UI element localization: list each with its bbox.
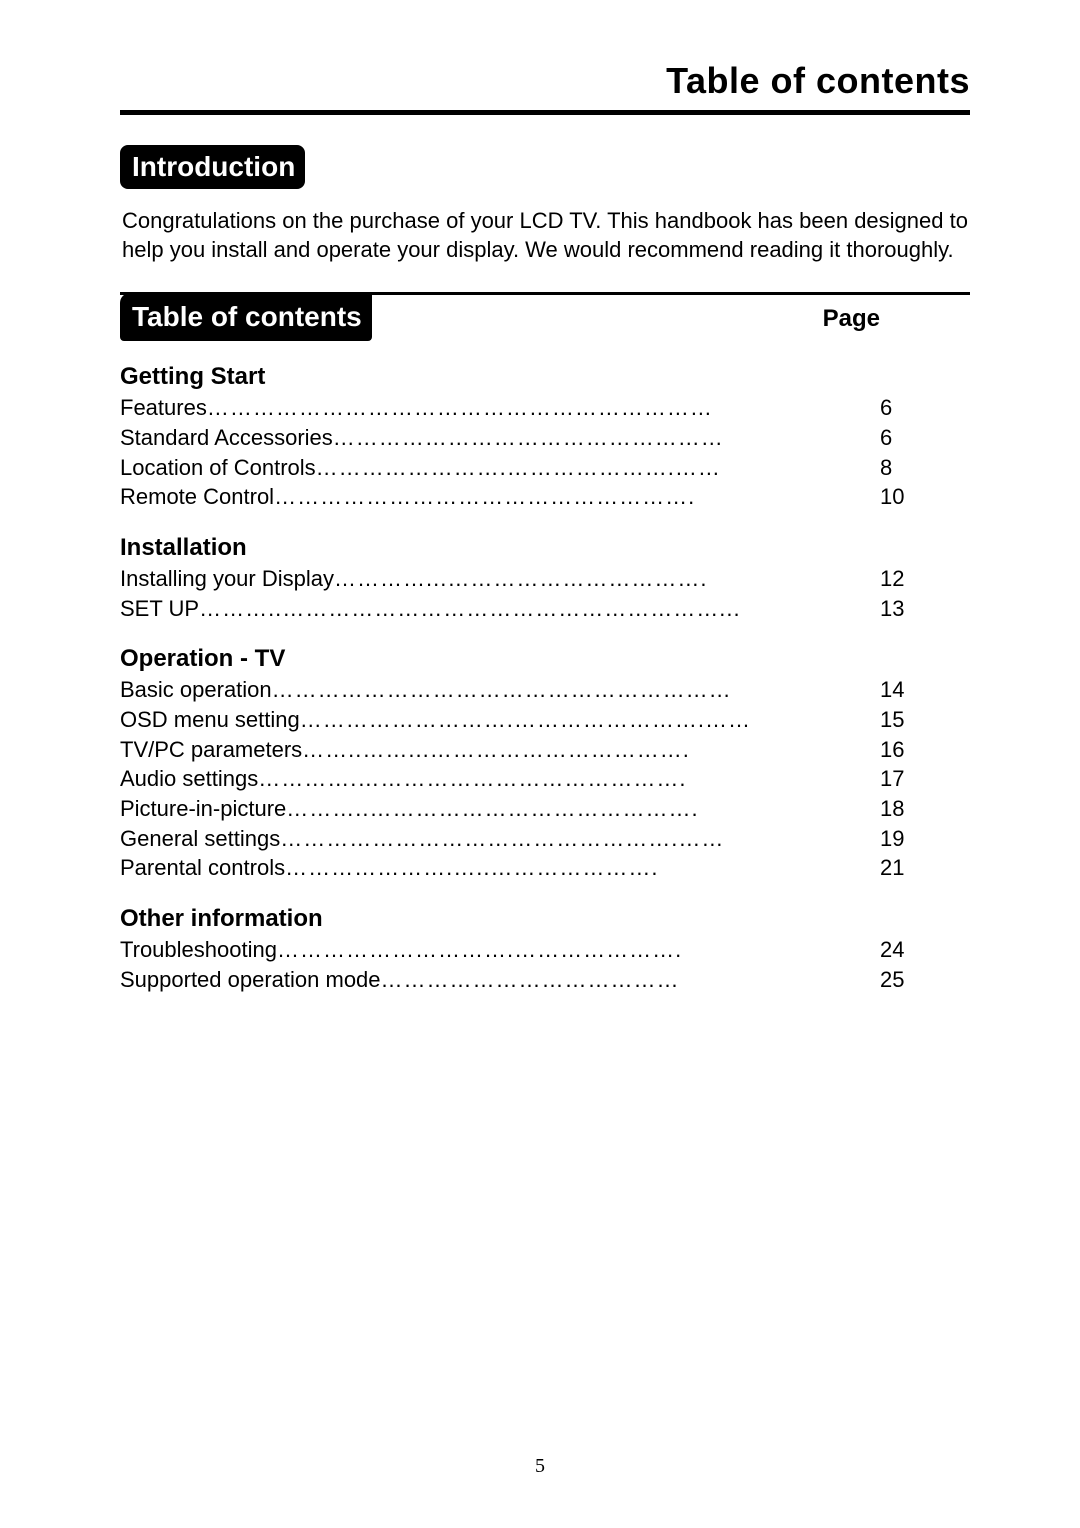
toc-row: Installing your Display…………...…………………………… xyxy=(120,564,970,594)
toc-item-page: 14 xyxy=(840,675,970,705)
toc-item-page: 25 xyxy=(840,965,970,995)
toc-row: Parental controls ………………….…..…………………. 21 xyxy=(120,853,970,883)
toc-item-dots: ………….……………………………………. xyxy=(258,764,686,794)
toc-body: Getting StartFeatures…………………………………………………… xyxy=(120,363,970,994)
page-number: 5 xyxy=(0,1455,1080,1478)
toc-section-title: Operation - TV xyxy=(120,645,970,673)
toc-item-page: 6 xyxy=(840,393,970,423)
toc-row: Audio settings………….……………………………………. 17 xyxy=(120,764,970,794)
toc-item-label: Audio settings xyxy=(120,764,258,794)
toc-row: Remote Control………………………………………………. 10 xyxy=(120,482,970,512)
introduction-text: Congratulations on the purchase of your … xyxy=(122,207,970,264)
toc-row: Troubleshooting ………………………….…………………. 24 xyxy=(120,935,970,965)
toc-item-label: OSD menu setting xyxy=(120,705,300,735)
toc-item-page: 10 xyxy=(840,482,970,512)
toc-item-label: TV/PC parameters xyxy=(120,735,302,765)
toc-section-title: Getting Start xyxy=(120,363,970,391)
toc-item-dots: ………..……………………………………. xyxy=(286,794,698,824)
toc-item-page: 19 xyxy=(840,824,970,854)
toc-item-dots: …………………….………………….…… xyxy=(316,453,721,483)
toc-item-page: 17 xyxy=(840,764,970,794)
toc-item-dots: ………………….…..…………………. xyxy=(285,853,658,883)
toc-item-dots: …………………………………………… xyxy=(333,423,724,453)
toc-row: TV/PC parameters……..……...……………………………. 16 xyxy=(120,735,970,765)
toc-row: Basic operation…………………………………………………… 14 xyxy=(120,675,970,705)
toc-item-page: 8 xyxy=(840,453,970,483)
toc-row: General settings…………………………………………….…… 19 xyxy=(120,824,970,854)
toc-item-dots: ………………………………………………. xyxy=(274,482,695,512)
toc-pill: Table of contents xyxy=(120,293,372,341)
toc-item-label: Picture-in-picture xyxy=(120,794,286,824)
toc-page-label: Page xyxy=(823,305,970,333)
toc-row: Picture-in-picture………..……………………………………. 18 xyxy=(120,794,970,824)
toc-row: SET UP………..…………………………………………………... 13 xyxy=(120,594,970,624)
toc-item-dots: ……..……...……………………………. xyxy=(302,735,690,765)
page-header-title: Table of contents xyxy=(120,60,970,102)
toc-item-label: Basic operation xyxy=(120,675,272,705)
toc-item-page: 15 xyxy=(840,705,970,735)
toc-row: Supported operation mode ………………………………… 25 xyxy=(120,965,970,995)
toc-item-label: General settings xyxy=(120,824,280,854)
toc-item-label: SET UP xyxy=(120,594,199,624)
toc-section-title: Other information xyxy=(120,905,970,933)
toc-header-row: Table of contents Page xyxy=(120,293,970,341)
toc-item-label: Standard Accessories xyxy=(120,423,333,453)
toc-item-dots: …………...……………………………. xyxy=(334,564,707,594)
toc-item-page: 21 xyxy=(840,853,970,883)
toc-row: Location of Controls…………………….………………….…… 8 xyxy=(120,453,970,483)
page-container: Table of contents Introduction Congratul… xyxy=(0,0,1080,995)
toc-item-dots: …………………………………………………… xyxy=(272,675,732,705)
toc-item-dots: ………………………………… xyxy=(381,965,680,995)
toc-item-page: 13 xyxy=(840,594,970,624)
toc-section-title: Installation xyxy=(120,534,970,562)
toc-item-label: Features xyxy=(120,393,207,423)
toc-item-label: Supported operation mode xyxy=(120,965,381,995)
toc-item-dots: ………………………….…………………. xyxy=(277,935,682,965)
toc-row: OSD menu setting ……………………….…………………….…… 15 xyxy=(120,705,970,735)
toc-item-page: 6 xyxy=(840,423,970,453)
introduction-pill: Introduction xyxy=(120,145,305,189)
toc-item-dots: ………………………………………………………… xyxy=(207,393,713,423)
header-rule xyxy=(120,110,970,115)
toc-item-dots: …………………………………………….…… xyxy=(280,824,724,854)
toc-row: Standard Accessories…………………………………………… 6 xyxy=(120,423,970,453)
toc-item-page: 12 xyxy=(840,564,970,594)
toc-item-page: 24 xyxy=(840,935,970,965)
toc-item-page: 16 xyxy=(840,735,970,765)
toc-item-label: Remote Control xyxy=(120,482,274,512)
toc-item-label: Location of Controls xyxy=(120,453,316,483)
toc-item-label: Parental controls xyxy=(120,853,285,883)
toc-row: Features………………………………………………………… 6 xyxy=(120,393,970,423)
toc-item-dots: ……………………….…………………….…… xyxy=(300,705,751,735)
toc-item-label: Installing your Display xyxy=(120,564,334,594)
toc-item-label: Troubleshooting xyxy=(120,935,277,965)
toc-item-dots: ………..…………………………………………………... xyxy=(199,594,741,624)
toc-item-page: 18 xyxy=(840,794,970,824)
